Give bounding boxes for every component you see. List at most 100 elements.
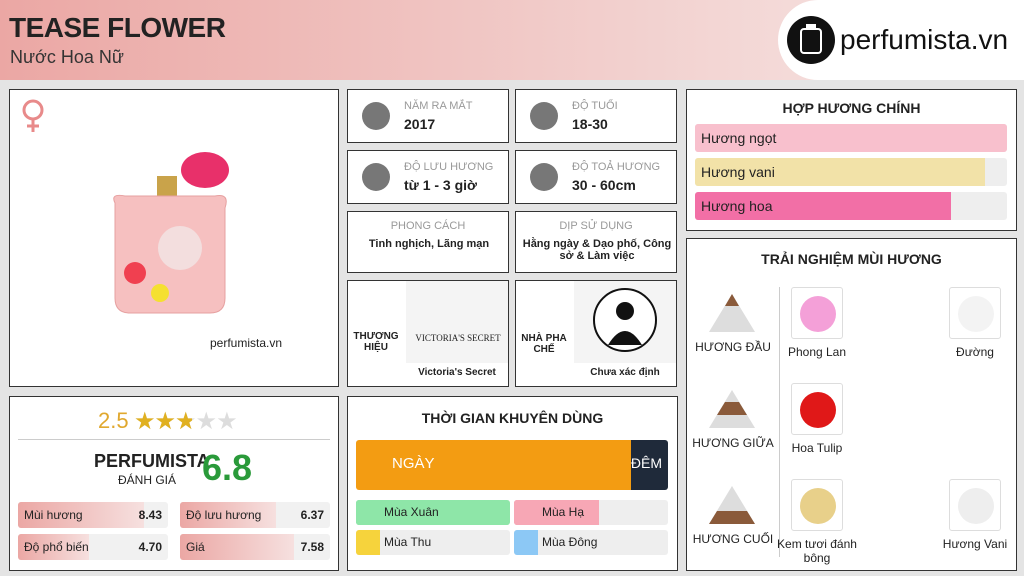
perfumer-label: NHÀ PHA CHẾ (521, 333, 567, 355)
stars-empty: ★★★★★ ★★★★★ (134, 408, 238, 435)
info-card: ĐỘ TOẢ HƯƠNG 30 - 60cm (515, 150, 677, 204)
stars-fill: ★★★★★ (134, 408, 192, 435)
box (958, 296, 994, 332)
season-icon (514, 530, 538, 555)
note-name: Hoa Tulip (791, 441, 843, 455)
day-label: NGÀY (392, 455, 435, 472)
note-name: Kem tươi đánh bông (777, 537, 857, 565)
time-title: THỜI GIAN KHUYÊN DÙNG (421, 410, 604, 426)
info-value: từ 1 - 3 giờ (404, 177, 477, 193)
note-name: Phong Lan (787, 345, 847, 359)
info-value: 18-30 (572, 116, 608, 132)
pyramid-icon (709, 294, 755, 332)
box (958, 488, 994, 524)
logo-icon (787, 16, 835, 64)
rating-panel: 2.5 ★★★★★ ★★★★★ PERFUMISTA ĐÁNH GIÁ 6.8 … (9, 396, 339, 571)
metric-value: 6.37 (300, 508, 324, 522)
metric-value: 4.70 (138, 540, 162, 554)
season-bar (356, 500, 510, 525)
metric-bar (180, 534, 294, 560)
pyramid-icon (709, 390, 755, 428)
note-image (791, 479, 843, 531)
title: TEASE FLOWER (9, 12, 226, 43)
info-icon (362, 163, 390, 191)
accord-bar (695, 192, 951, 220)
notes-divider (779, 287, 780, 557)
watermark: perfumista.vn (210, 336, 283, 350)
info-card: DỊP SỬ DỤNG Hằng ngày & Dạo phố, Công sở… (515, 211, 677, 273)
day-bar (356, 440, 631, 490)
metric-value: 8.43 (138, 508, 162, 522)
notes-panel: TRẢI NGHIỆM MÙI HƯƠNG HƯƠNG ĐẦU Phong La… (686, 238, 1017, 571)
season-name: Mùa Đông (542, 535, 598, 549)
brand-name: Victoria's Secret (418, 367, 496, 378)
accord-name: Hương hoa (701, 198, 773, 214)
pyramid-icon (709, 486, 755, 524)
info-card: ĐỘ LƯU HƯƠNG từ 1 - 3 giờ (347, 150, 509, 204)
info-icon (362, 102, 390, 130)
season-name: Mùa Xuân (384, 505, 439, 519)
product-panel: perfumista.vn (9, 89, 339, 387)
info-value: 30 - 60cm (572, 177, 636, 193)
season-name: Mùa Hạ (542, 505, 585, 519)
rating-subtitle: ĐÁNH GIÁ (118, 473, 177, 487)
accord-track: Hương hoa (695, 192, 1007, 220)
accord-name: Hương vani (701, 164, 775, 180)
accord-name: Hương ngọt (701, 130, 777, 146)
accords-panel: HỢP HƯƠNG CHÍNH Hương ngọt Hương vani Hư… (686, 89, 1017, 231)
stars-value: 2.5 (98, 408, 129, 433)
info-card: ĐỘ TUỔI 18-30 (515, 89, 677, 143)
accord-bar (695, 158, 986, 186)
season-icon (356, 500, 380, 525)
season-icon (356, 530, 380, 555)
info-label: NĂM RA MẮT (404, 100, 473, 112)
info-card: NĂM RA MẮT 2017 (347, 89, 509, 143)
accord-bar (695, 124, 1007, 152)
perfumer-icon (593, 288, 657, 352)
time-panel: THỜI GIAN KHUYÊN DÙNG NGÀY ĐÊM Mùa Xuân … (347, 396, 678, 571)
metric-name: Độ lưu hương (186, 508, 262, 522)
night-bar (630, 440, 668, 490)
info-label: ĐỘ TOẢ HƯƠNG (572, 161, 661, 173)
perfumer-card: NHÀ PHA CHẾ Chưa xác định (515, 280, 677, 387)
accord-track: Hương vani (695, 158, 1007, 186)
brand-card: THƯƠNG HIỆU VICTORIA'S SECRET Victoria's… (347, 280, 509, 387)
level-name: HƯƠNG CUỐI (692, 532, 774, 546)
info-card: PHONG CÁCH Tinh nghịch, Lãng mạn (347, 211, 509, 273)
brand: perfumista.vn (840, 24, 1009, 55)
note-name: Hương Vani (942, 537, 1008, 551)
info-label: ĐỘ TUỔI (572, 100, 618, 112)
logo: perfumista.vn (778, 0, 1024, 80)
metric-track: Độ phổ biến 4.70 (18, 534, 168, 560)
note-image (791, 287, 843, 339)
metric-name: Độ phổ biến (24, 540, 89, 554)
note-image (791, 383, 843, 435)
box (800, 392, 836, 428)
accord-track: Hương ngọt (695, 124, 1007, 152)
season-track: Mùa Hạ (514, 500, 668, 525)
brand-logo: VICTORIA'S SECRET (415, 333, 501, 343)
metric-value: 7.58 (300, 540, 324, 554)
score: 6.8 (202, 447, 253, 488)
rating-title: PERFUMISTA (94, 451, 210, 471)
header: TEASE FLOWER Nước Hoa Nữ perfumista.vn (0, 0, 1024, 80)
note-name: Đường (956, 345, 994, 359)
note-image (949, 479, 1001, 531)
season-name: Mùa Thu (384, 535, 432, 549)
separator (18, 439, 330, 440)
level-name: HƯƠNG GIỮA (692, 436, 774, 450)
brand-label: THƯƠNG HIỆU (353, 331, 399, 353)
subtitle: Nước Hoa Nữ (10, 47, 124, 67)
season-track: Mùa Xuân (356, 500, 510, 525)
metric-name: Mùi hương (24, 508, 83, 522)
note-image (949, 287, 1001, 339)
season-track: Mùa Đông (514, 530, 668, 555)
metric-track: Mùi hương 8.43 (18, 502, 168, 528)
metric-name: Giá (186, 540, 205, 554)
female-icon (22, 99, 44, 132)
info-icon (530, 102, 558, 130)
season-icon (514, 500, 538, 525)
perfumer-name: Chưa xác định (590, 367, 660, 378)
night-label: ĐÊM (630, 455, 662, 471)
